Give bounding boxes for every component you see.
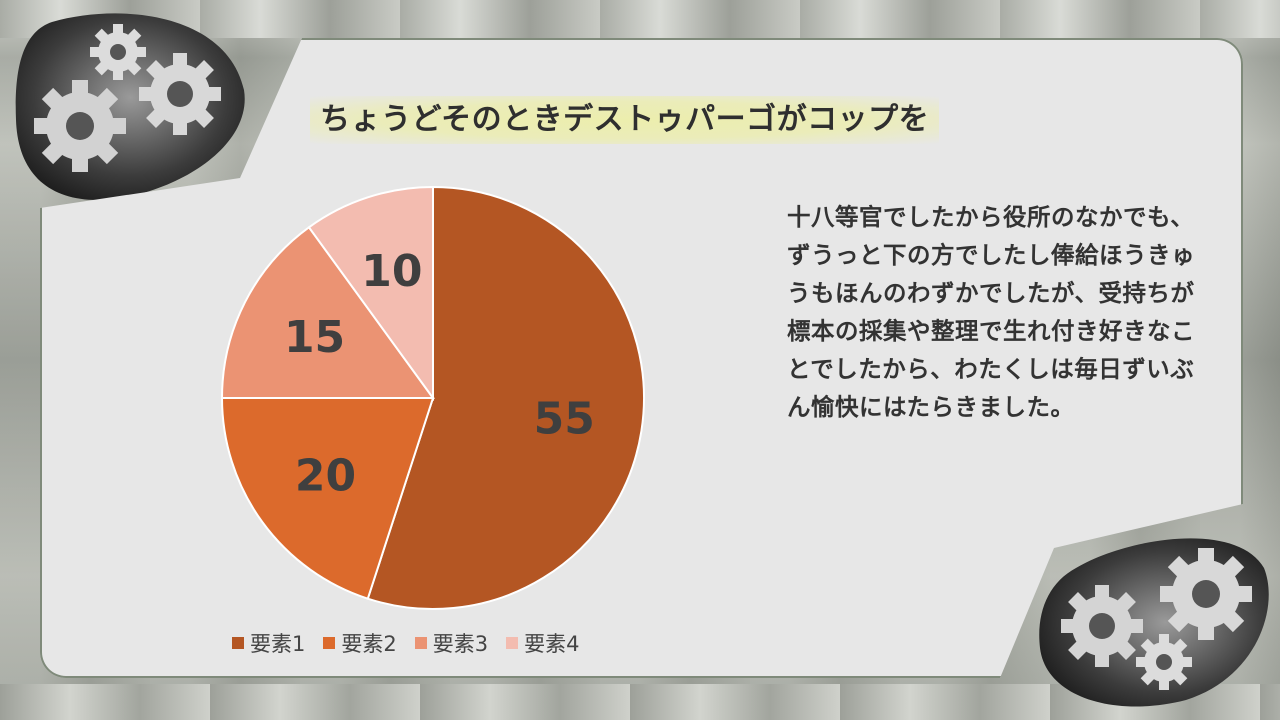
gear-icon: [1061, 585, 1143, 667]
gear-icon: [34, 80, 126, 172]
bottom-metal-strip: [0, 684, 1280, 720]
slide-title: ちょうどそのときデストゥパーゴがコップを: [310, 96, 940, 144]
gears-badge-top-left: [15, 13, 245, 200]
legend-label-2: 要素2: [341, 632, 397, 656]
data-label-2: 20: [295, 451, 356, 502]
legend-swatch-1: [232, 637, 244, 649]
legend-label-3: 要素3: [432, 632, 489, 656]
legend-item-1: 要素1: [232, 628, 305, 658]
data-label-4: 10: [361, 246, 422, 297]
legend-label-4: 要素4: [524, 632, 580, 656]
legend-label-1: 要素1: [250, 632, 306, 656]
gear-icon: [1160, 548, 1252, 640]
legend-swatch-3: [414, 637, 427, 649]
legend-item-4: 要素4: [506, 628, 580, 658]
gear-icon: [1136, 634, 1192, 690]
chart-legend: 要素1 要素2 要素3 要素4: [232, 628, 580, 658]
top-metal-strip: [0, 0, 1280, 38]
gears-badge-bottom-right: [1039, 538, 1269, 707]
pie-slice-1: [366, 185, 645, 610]
pie-slice-4: [307, 185, 434, 402]
legend-swatch-4: [506, 637, 519, 649]
data-label-3: 15: [284, 312, 345, 363]
legend-item-2: 要素2: [323, 628, 397, 658]
legend-item-3: 要素3: [414, 628, 489, 658]
body-paragraph: 十八等官でしたから役所のなかでも、ずうっと下の方でしたし俸給ほうきゅうもほんのわ…: [787, 203, 1195, 421]
pie-slice-3: [220, 225, 435, 399]
gear-icon: [90, 24, 146, 80]
gear-icon: [139, 53, 221, 135]
pie-slice-2: [220, 397, 435, 600]
data-label-1: 55: [534, 393, 595, 444]
legend-swatch-2: [323, 637, 336, 649]
